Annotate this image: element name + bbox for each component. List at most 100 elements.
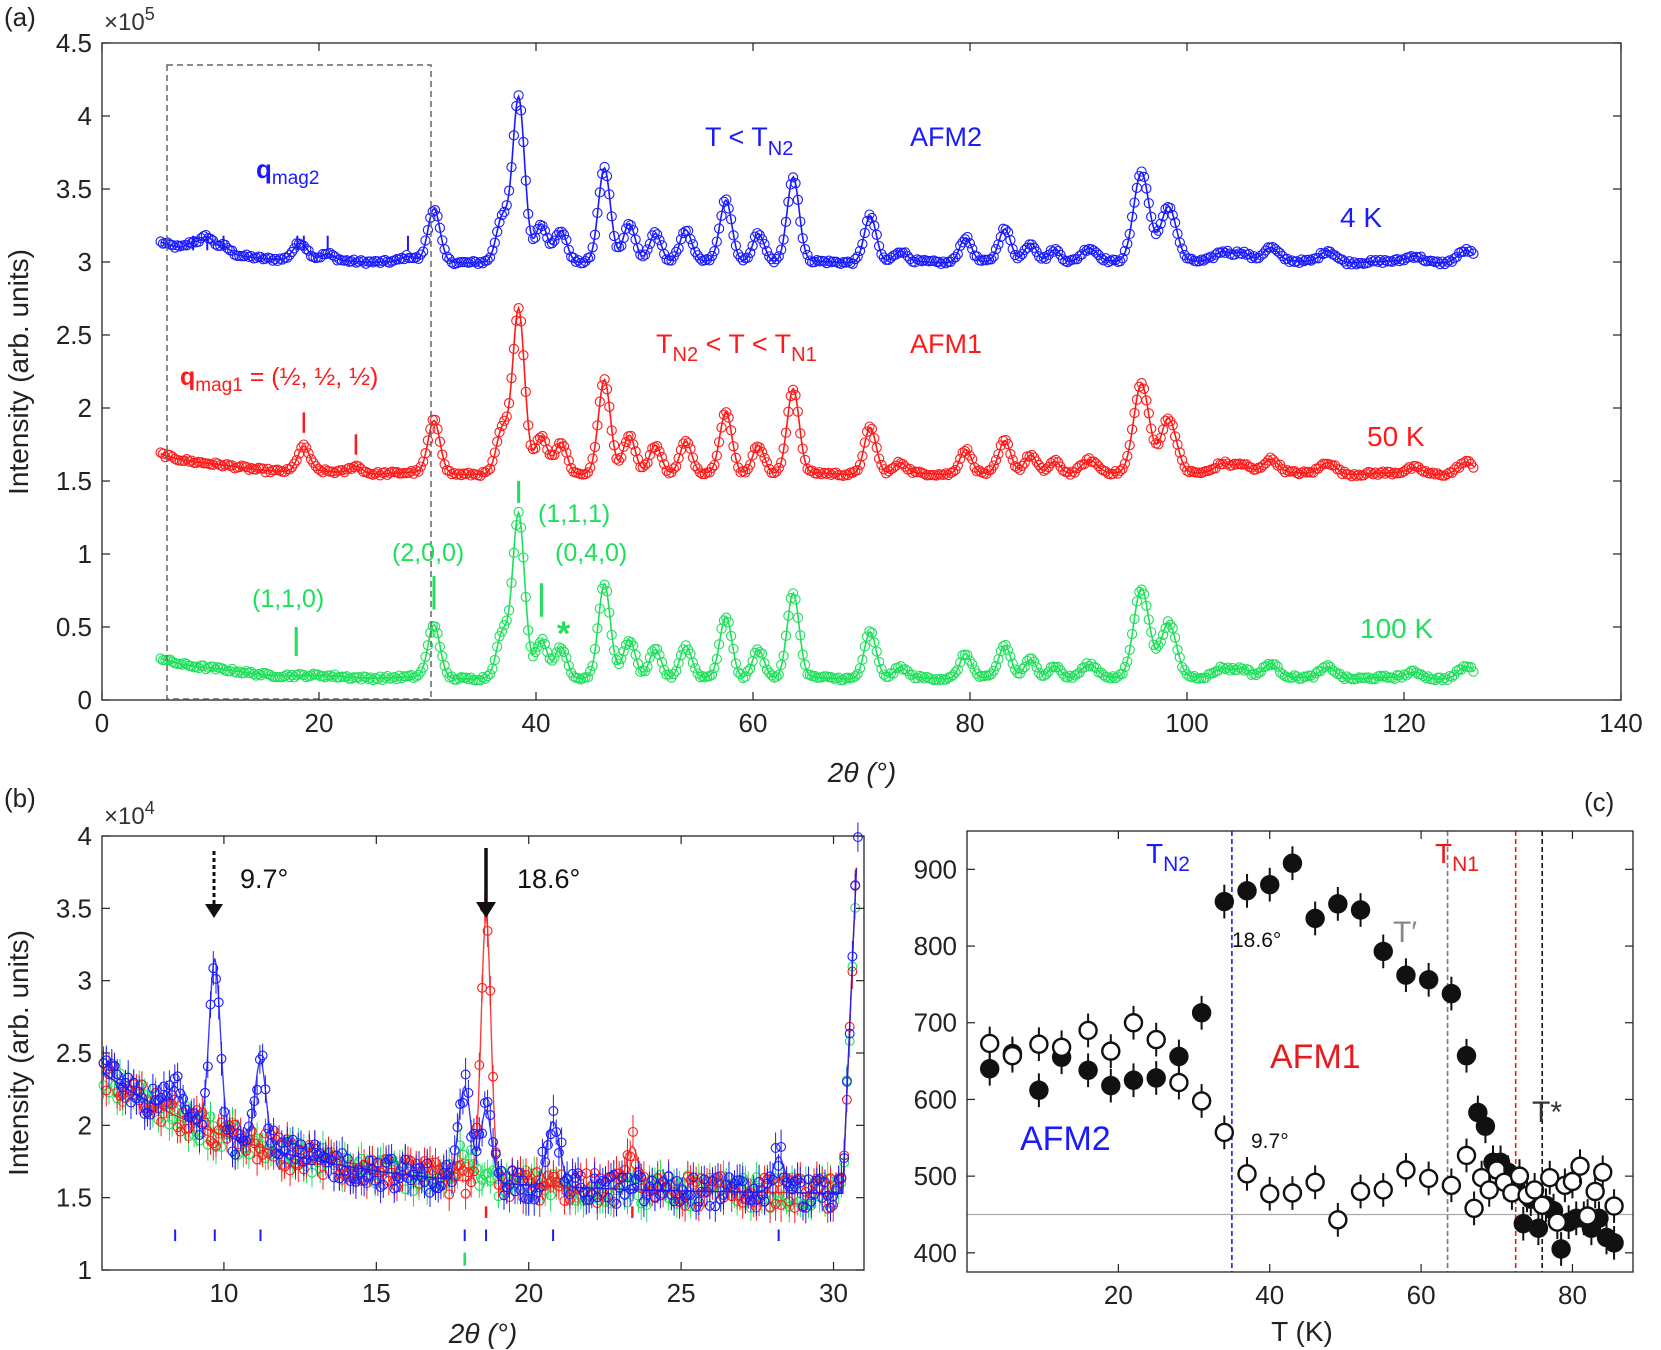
data-point	[1570, 1156, 1590, 1176]
data-point	[181, 658, 192, 670]
data-point	[549, 235, 560, 246]
data-point	[728, 441, 739, 452]
data-point	[1237, 881, 1257, 901]
data-point	[792, 406, 804, 417]
panel-a-ytick-label: 4	[78, 101, 92, 131]
data-point	[1305, 255, 1317, 266]
data-point	[429, 205, 441, 216]
data-point	[919, 468, 930, 479]
data-point	[553, 1147, 564, 1158]
data-point	[745, 459, 756, 470]
data-point	[838, 470, 849, 482]
data-point	[803, 1200, 814, 1211]
data-point	[950, 667, 961, 678]
data-point	[1095, 463, 1107, 475]
data-point	[613, 241, 625, 253]
data-point	[1129, 613, 1140, 625]
data-point	[770, 1199, 781, 1209]
data-point	[331, 1150, 342, 1161]
data-point	[1055, 665, 1066, 676]
data-point	[1344, 256, 1355, 267]
data-point	[716, 422, 727, 433]
panel-c-ytick-label: 700	[914, 1008, 957, 1038]
data-point	[685, 1189, 696, 1200]
data-point	[534, 1182, 545, 1193]
data-point	[539, 638, 551, 650]
data-point	[172, 1071, 183, 1082]
data-point	[353, 672, 364, 683]
data-point	[394, 1173, 405, 1184]
data-point	[682, 1171, 693, 1182]
data-point	[235, 1133, 246, 1144]
data-point	[1081, 454, 1092, 465]
data-point	[1064, 670, 1076, 681]
panel-a-ytick-label: 3	[78, 247, 92, 277]
data-point	[211, 973, 221, 984]
data-point	[523, 1194, 534, 1205]
data-point	[767, 1174, 778, 1185]
data-point	[1146, 626, 1157, 638]
data-point	[408, 468, 419, 479]
data-point	[799, 244, 811, 255]
data-point	[434, 436, 446, 447]
data-point	[175, 1126, 186, 1137]
data-point	[420, 448, 431, 459]
panel-a-ytick-label: 2	[78, 393, 92, 423]
data-point	[1026, 239, 1037, 250]
data-point	[556, 226, 567, 237]
data-point	[866, 627, 878, 638]
data-point	[1418, 670, 1429, 682]
data-point	[286, 461, 298, 473]
data-point	[575, 674, 586, 685]
data-point	[871, 646, 882, 657]
data-point	[628, 1183, 638, 1194]
data-point	[1017, 663, 1028, 675]
data-point	[582, 672, 594, 683]
data-point	[556, 438, 567, 449]
data-point	[216, 1053, 227, 1064]
data-point	[790, 178, 801, 189]
data-point	[202, 1126, 213, 1136]
hkl-200-label: (2,0,0)	[392, 539, 464, 567]
data-point	[216, 1141, 227, 1152]
data-point	[1167, 420, 1178, 431]
data-point	[439, 244, 450, 255]
data-point	[817, 1193, 828, 1203]
data-point	[1337, 671, 1348, 683]
data-point	[1449, 464, 1460, 475]
panel-c-xtick-label: 40	[1255, 1280, 1284, 1310]
data-point	[405, 1175, 416, 1186]
series-line	[160, 94, 1475, 264]
data-point	[561, 447, 572, 458]
data-point	[706, 250, 718, 262]
data-point	[678, 438, 689, 449]
data-point	[406, 670, 417, 681]
data-point	[1117, 463, 1128, 474]
data-point	[309, 1139, 320, 1150]
data-point	[389, 255, 400, 266]
data-point	[1301, 671, 1312, 682]
data-point	[515, 522, 527, 533]
data-point	[1112, 671, 1123, 682]
data-point	[690, 460, 701, 472]
panel-b-xtick-label: 25	[667, 1278, 696, 1308]
data-point	[585, 251, 596, 263]
data-point	[661, 465, 672, 476]
data-point	[544, 653, 555, 664]
data-point	[482, 1097, 493, 1107]
data-point	[224, 1124, 235, 1135]
data-point	[1146, 423, 1157, 434]
data-point	[341, 255, 352, 266]
data-point	[931, 470, 942, 481]
data-point	[537, 430, 548, 442]
data-point	[1002, 438, 1014, 450]
data-point	[353, 1164, 364, 1175]
data-point	[589, 229, 601, 240]
data-point	[414, 1163, 424, 1173]
data-point	[976, 255, 987, 266]
data-point	[564, 1189, 575, 1200]
data-point	[1029, 656, 1040, 667]
data-point	[771, 254, 782, 265]
data-point	[1604, 1196, 1624, 1216]
data-point	[418, 246, 429, 257]
